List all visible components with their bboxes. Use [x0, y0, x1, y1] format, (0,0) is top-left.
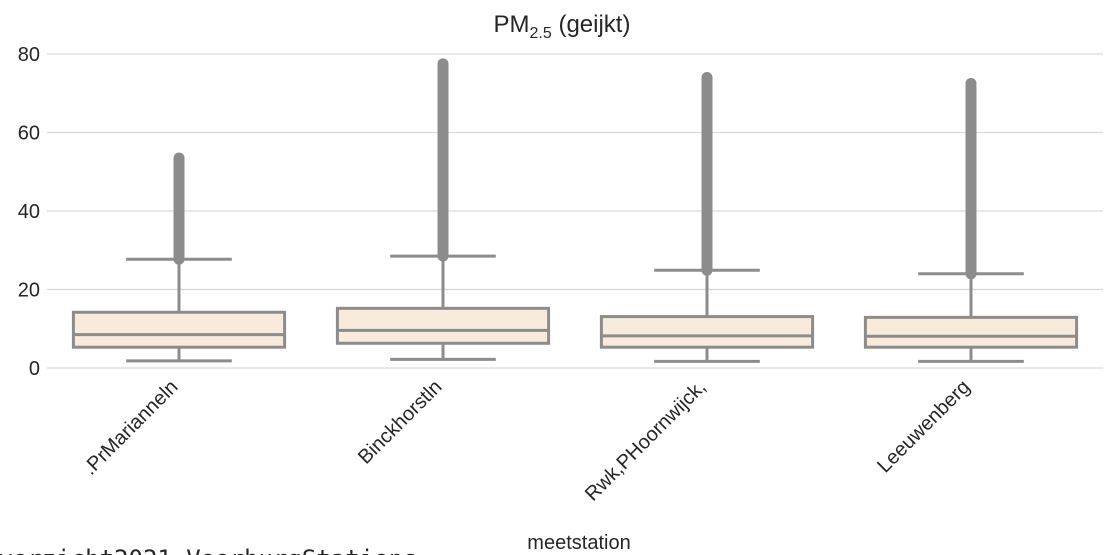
box-4 — [863, 315, 1079, 349]
title-suffix: (geijkt) — [552, 11, 631, 38]
y-tick-labels: 0 20 40 60 80 — [18, 44, 40, 380]
box-2 — [335, 306, 551, 345]
x-tick-label-1: .PrMarianneln — [79, 376, 183, 480]
box-group-4 — [863, 77, 1079, 363]
x-tick-labels: .PrMarianneln Binckhorstln Rwk,PHoornwijck… — [79, 376, 975, 506]
chart-title: PM2.5 (geijkt) — [494, 11, 631, 42]
footer-caption: overzicht2021_VoorburgStations — [0, 545, 417, 555]
grid-lines — [47, 53, 1103, 369]
y-tick-label-0: 0 — [29, 358, 40, 380]
x-tick-label-4: Leeuwenberg — [873, 376, 974, 477]
title-subscript: 2.5 — [530, 25, 552, 42]
y-tick-label-80: 80 — [18, 44, 40, 66]
box-3 — [599, 315, 815, 349]
y-tick-label-40: 40 — [18, 201, 40, 223]
box-series — [71, 58, 1079, 363]
title-main: PM — [494, 11, 530, 38]
box-group-2 — [335, 58, 551, 361]
y-tick-label-20: 20 — [18, 280, 40, 302]
x-tick-label-2: Binckhorstln — [354, 376, 447, 469]
box-1 — [71, 310, 287, 349]
box-group-1 — [71, 152, 287, 363]
box-group-3 — [599, 72, 815, 363]
y-tick-label-60: 60 — [18, 123, 40, 145]
x-axis-label: meetstation — [527, 532, 630, 554]
x-tick-label-3: Rwk,PHoornwijck, — [581, 376, 711, 506]
